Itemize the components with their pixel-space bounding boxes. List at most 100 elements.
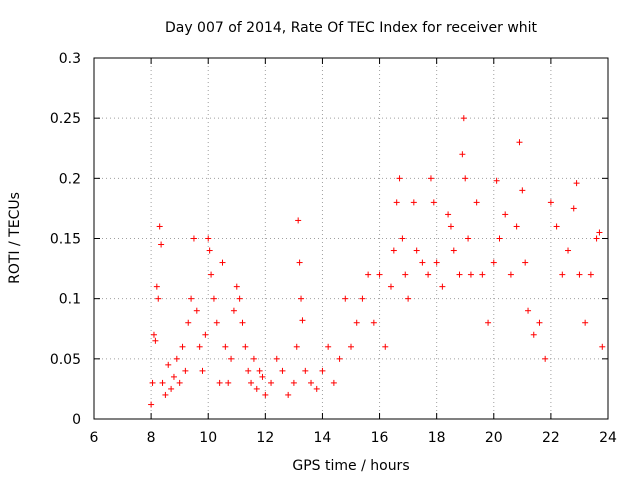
data-point (376, 271, 383, 278)
data-point (285, 391, 292, 398)
data-point (479, 271, 486, 278)
data-point (156, 223, 163, 230)
data-point (393, 199, 400, 206)
data-point (413, 247, 420, 254)
data-point (445, 211, 452, 218)
data-point (239, 319, 246, 326)
x-tick-label: 24 (599, 430, 617, 446)
y-tick-label: 0.1 (59, 292, 81, 308)
data-point (153, 283, 160, 290)
data-point (330, 379, 337, 386)
data-point (313, 385, 320, 392)
data-point (387, 283, 394, 290)
x-tick-label: 20 (485, 430, 503, 446)
data-point (299, 317, 306, 324)
data-point (365, 271, 372, 278)
data-point (530, 331, 537, 338)
data-point (396, 175, 403, 182)
data-points (148, 115, 606, 408)
y-axis-label: ROTI / TECUs (7, 192, 23, 284)
data-point (496, 235, 503, 242)
data-point (439, 283, 446, 290)
data-point (188, 295, 195, 302)
data-point (182, 367, 189, 374)
data-point (459, 151, 466, 158)
data-point (462, 175, 469, 182)
data-point (233, 283, 240, 290)
data-point (262, 391, 269, 398)
data-point (152, 337, 159, 344)
x-tick-label: 14 (314, 430, 332, 446)
data-point (190, 235, 197, 242)
data-point (185, 319, 192, 326)
data-point (196, 343, 203, 350)
data-point (450, 247, 457, 254)
data-point (456, 271, 463, 278)
x-tick-label: 18 (428, 430, 446, 446)
data-point (427, 175, 434, 182)
data-point (202, 331, 209, 338)
data-point (490, 259, 497, 266)
data-point (507, 271, 514, 278)
data-point (419, 259, 426, 266)
data-point (425, 271, 432, 278)
data-point (410, 199, 417, 206)
data-point (228, 355, 235, 362)
data-point (460, 115, 467, 122)
data-point (582, 319, 589, 326)
data-point (302, 367, 309, 374)
data-point (205, 235, 212, 242)
data-point (236, 295, 243, 302)
data-point (502, 211, 509, 218)
data-point (296, 259, 303, 266)
data-point (173, 355, 180, 362)
data-point (342, 295, 349, 302)
data-point (405, 295, 412, 302)
y-tick-label: 0.05 (50, 352, 81, 368)
data-point (290, 379, 297, 386)
data-point (248, 379, 255, 386)
data-point (336, 355, 343, 362)
data-point (253, 385, 260, 392)
grid (94, 58, 608, 419)
data-point (256, 367, 263, 374)
data-point (536, 319, 543, 326)
data-point (210, 295, 217, 302)
data-point (159, 379, 166, 386)
data-point (259, 373, 266, 380)
data-point (593, 235, 600, 242)
y-tick-label: 0.3 (59, 51, 81, 67)
data-point (473, 199, 480, 206)
data-point (325, 343, 332, 350)
data-point (430, 199, 437, 206)
data-point (599, 343, 606, 350)
x-tick-label: 10 (199, 430, 217, 446)
data-point (348, 343, 354, 350)
data-point (587, 271, 594, 278)
data-point (573, 180, 580, 187)
data-point (390, 247, 397, 254)
data-point (565, 247, 572, 254)
data-point (170, 373, 177, 380)
axis-ticks (93, 57, 609, 420)
data-point (542, 355, 549, 362)
y-tick-label: 0.15 (50, 232, 81, 248)
data-point (179, 343, 186, 350)
data-point (467, 271, 474, 278)
data-point (370, 319, 377, 326)
data-point (399, 235, 406, 242)
data-point (485, 319, 492, 326)
data-point (525, 307, 532, 314)
data-point (519, 187, 526, 194)
data-point (165, 361, 172, 368)
data-point (268, 379, 275, 386)
data-point (148, 401, 155, 408)
data-point (547, 199, 554, 206)
data-point (433, 259, 440, 266)
data-point (199, 367, 206, 374)
data-point (149, 379, 156, 386)
data-point (465, 235, 472, 242)
y-tick-label: 0.25 (50, 111, 81, 127)
tick-labels: 6 8 10 12 14 16 18 20 22 24 0 0.05 0.1 0.15 0.2 0.25 0.3 (50, 51, 617, 446)
